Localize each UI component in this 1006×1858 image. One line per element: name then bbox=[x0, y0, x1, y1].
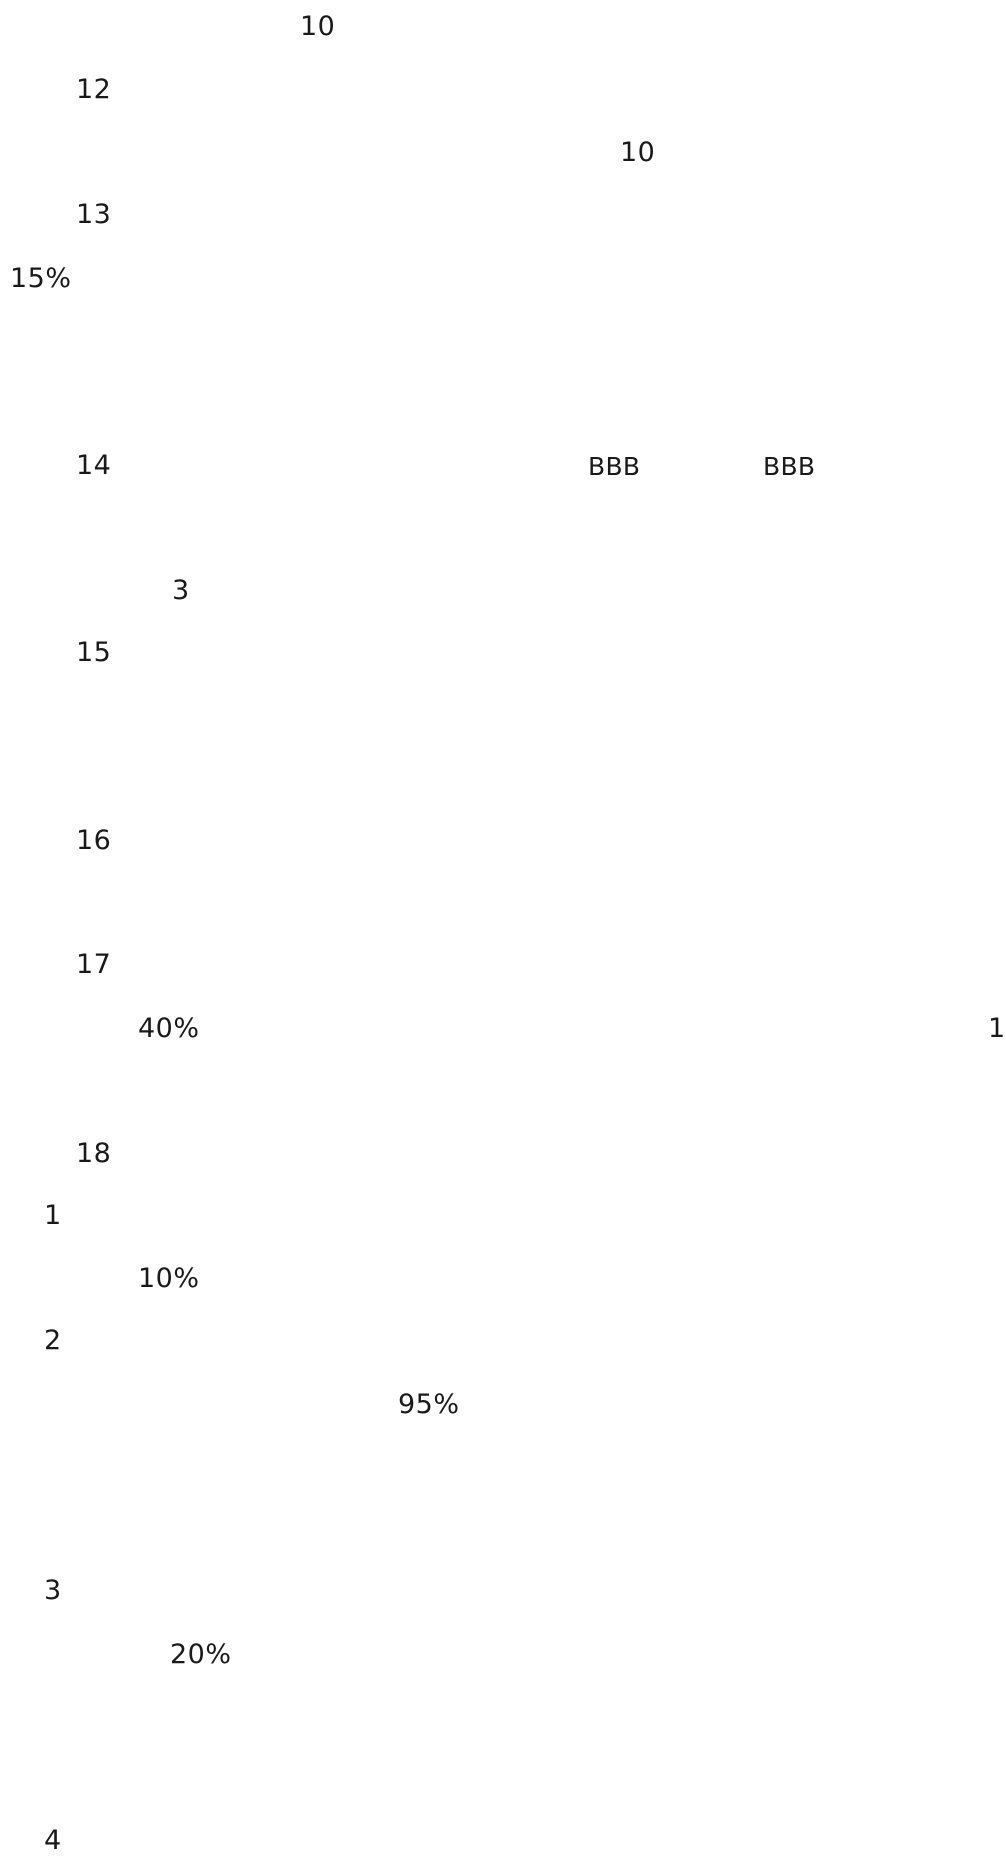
item-number: 12 bbox=[76, 74, 112, 105]
text-fragment: 10 bbox=[620, 137, 656, 168]
item-number: 18 bbox=[76, 1138, 112, 1169]
item-number: 17 bbox=[76, 949, 112, 980]
item-number: 2 bbox=[44, 1325, 62, 1356]
item-number: 16 bbox=[76, 825, 112, 856]
item-number: 15 bbox=[76, 637, 112, 668]
percent-value: 20% bbox=[170, 1639, 232, 1670]
percent-value: 10% bbox=[138, 1263, 200, 1294]
item-number: 4 bbox=[44, 1825, 62, 1856]
item-number: 14 bbox=[76, 450, 112, 481]
percent-value: 15% bbox=[10, 263, 72, 294]
rating-text: BBB bbox=[588, 452, 641, 481]
item-number: 1 bbox=[44, 1200, 62, 1231]
percent-value: 40% bbox=[138, 1013, 200, 1044]
item-number: 13 bbox=[76, 199, 112, 230]
text-fragment: 1 bbox=[988, 1013, 1006, 1044]
text-fragment: 10 bbox=[300, 11, 336, 42]
item-number: 3 bbox=[44, 1575, 62, 1606]
rating-text: BBB bbox=[763, 452, 816, 481]
percent-value: 95% bbox=[398, 1389, 460, 1420]
text-fragment: 3 bbox=[172, 575, 190, 606]
